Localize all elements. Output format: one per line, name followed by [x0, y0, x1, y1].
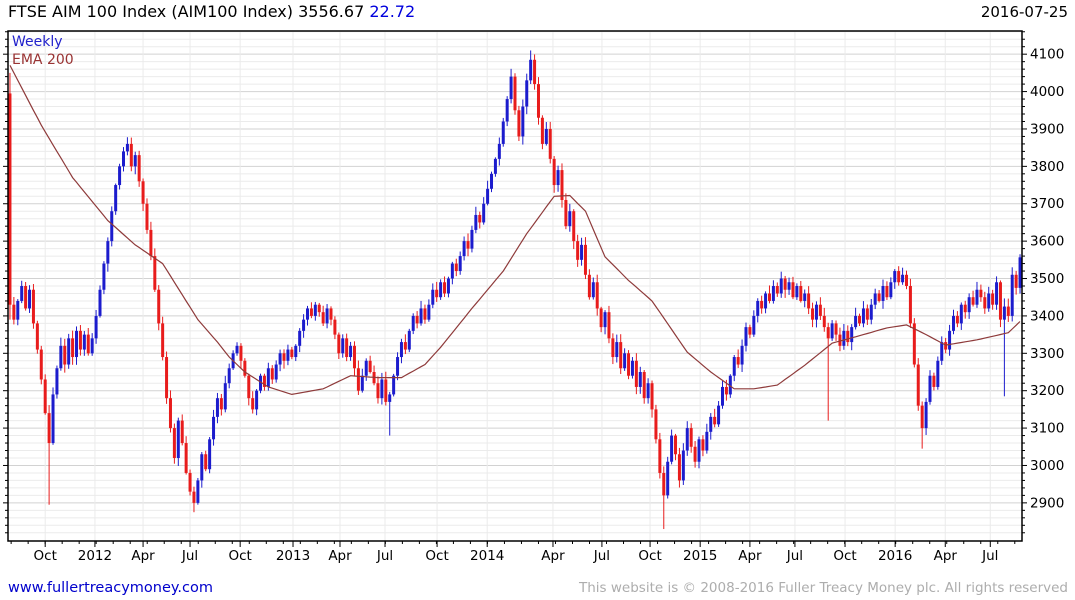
y-axis-label: 3300: [1030, 346, 1064, 362]
x-axis-label: Jul: [376, 548, 393, 564]
grid-layer: [8, 31, 1022, 541]
candlestick-series: [8, 50, 1022, 530]
legend-weekly-label: Weekly: [12, 34, 63, 50]
y-axis-label: 3100: [1030, 421, 1064, 437]
y-axis-label: 3200: [1030, 383, 1064, 399]
copyright-text: This website is © 2008-2016 Fuller Treac…: [579, 580, 1068, 596]
y-axis-label: 3500: [1030, 271, 1064, 287]
legend-ema-label: EMA 200: [12, 52, 74, 68]
y-axis-label: 3400: [1030, 308, 1064, 324]
legend: Weekly EMA 200: [12, 33, 74, 69]
y-axis-labels: 2900 3000 3100 3200 3300 3400 3500 3600 3700 3800…: [1030, 47, 1064, 512]
x-axis-label: Oct: [833, 548, 856, 564]
chart-title: FTSE AIM 100 Index (AIM100 Index) 3556.6…: [8, 2, 415, 21]
x-axis-label: 2015: [683, 548, 717, 564]
y-axis-label: 4100: [1030, 47, 1064, 63]
chart-date: 2016-07-25: [980, 3, 1068, 21]
x-axis-label: 2013: [276, 548, 310, 564]
y-axis-label: 3000: [1030, 458, 1064, 474]
x-axis-label: 2014: [470, 548, 504, 564]
x-axis-label: Apr: [541, 548, 565, 564]
y-axis-label: 3700: [1030, 196, 1064, 212]
site-link[interactable]: www.fullertreacymoney.com: [8, 580, 213, 596]
price-change: 22.72: [369, 2, 416, 21]
x-axis-labels: Oct 2012 Apr Jul Oct 2013 Apr Jul Oct 2014 Apr Jul O…: [34, 548, 999, 564]
x-axis-label: Oct: [228, 548, 251, 564]
last-price: 3556.67: [298, 2, 365, 21]
header-bar: FTSE AIM 100 Index (AIM100 Index) 3556.6…: [8, 2, 1068, 21]
x-axis-label: Oct: [34, 548, 57, 564]
instrument-name: FTSE AIM 100 Index (AIM100 Index): [8, 2, 293, 21]
x-axis-label: Jul: [981, 548, 998, 564]
x-axis-label: Jul: [181, 548, 198, 564]
x-axis-label: Jul: [593, 548, 610, 564]
ema-line: [9, 65, 1021, 396]
x-axis-label: Oct: [425, 548, 448, 564]
y-axis-label: 3900: [1030, 121, 1064, 137]
y-axis-label: 4000: [1030, 84, 1064, 100]
x-axis-label: Apr: [131, 548, 155, 564]
x-axis-label: 2016: [878, 548, 912, 564]
x-axis-label: 2012: [78, 548, 112, 564]
footer: www.fullertreacymoney.com This website i…: [8, 580, 1068, 596]
x-axis-label: Apr: [328, 548, 352, 564]
y-axis-label: 2900: [1030, 495, 1064, 511]
y-axis-label: 3600: [1030, 234, 1064, 250]
x-axis-label: Jul: [786, 548, 803, 564]
axis-ticks: [3, 31, 1027, 547]
x-axis-label: Oct: [638, 548, 661, 564]
x-axis-label: Apr: [934, 548, 958, 564]
x-axis-label: Apr: [738, 548, 762, 564]
y-axis-label: 3800: [1030, 159, 1064, 175]
